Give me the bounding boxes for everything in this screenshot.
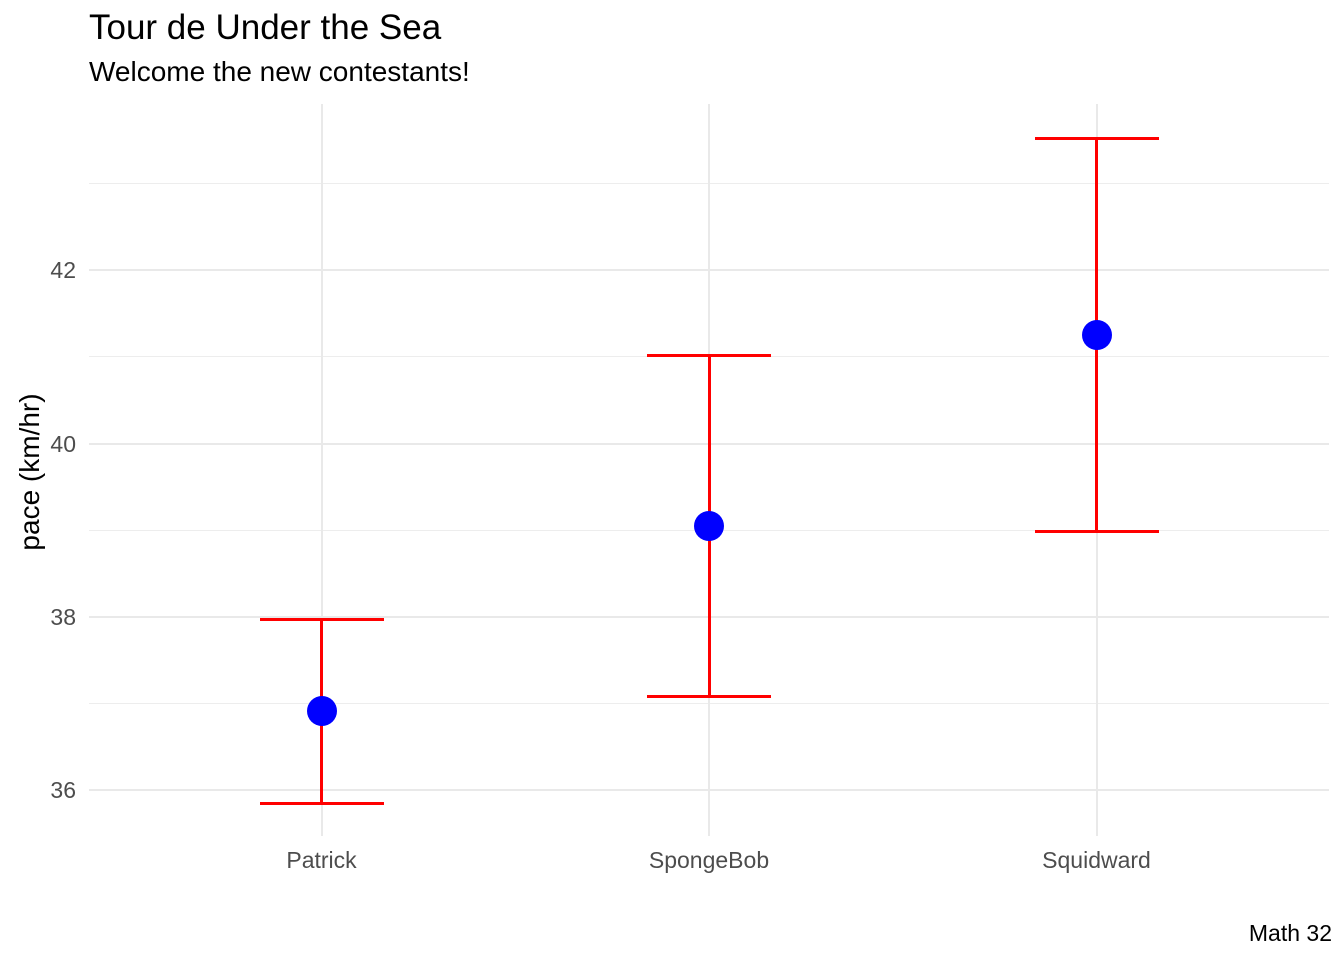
chart-title: Tour de Under the Sea (89, 8, 442, 47)
data-point-patrick (306, 696, 337, 727)
errorbar-cap-upper-spongebob (647, 353, 771, 357)
data-point-squidward (1081, 320, 1112, 351)
chart-caption: Math 32 (1248, 920, 1332, 946)
x-tick-label-spongebob: SpongeBob (648, 847, 770, 873)
errorbar-cap-lower-patrick (259, 801, 384, 805)
y-tick-label: 42 (50, 257, 76, 284)
errorbar-cap-upper-patrick (259, 617, 384, 621)
x-tick-label-squidward: Squidward (1042, 847, 1151, 873)
errorbar-cap-upper-squidward (1034, 137, 1159, 141)
errorbar-cap-lower-spongebob (647, 695, 771, 699)
x-tick-label-patrick: Patrick (286, 847, 357, 873)
y-tick-label: 36 (50, 777, 76, 804)
data-point-spongebob (694, 510, 724, 541)
y-tick-label: 40 (50, 430, 76, 457)
y-axis-title: pace (km/hr) (14, 393, 45, 551)
y-tick-label: 38 (50, 603, 76, 630)
gridline-major-x-patrick (320, 104, 323, 836)
errorbar-cap-lower-squidward (1034, 530, 1159, 534)
chart-subtitle: Welcome the new contestants! (89, 56, 470, 87)
plot-panel (89, 104, 1329, 836)
